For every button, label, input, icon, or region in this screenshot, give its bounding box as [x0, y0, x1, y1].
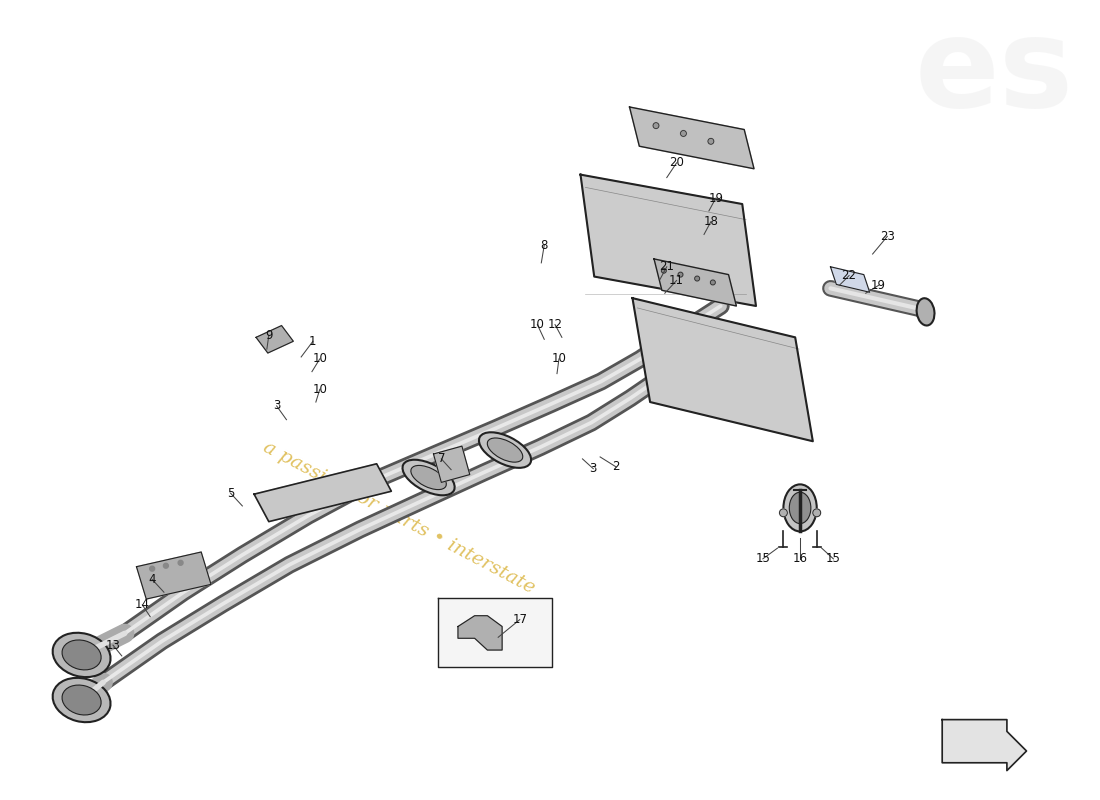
Polygon shape: [629, 107, 754, 169]
Text: 8: 8: [540, 238, 548, 252]
Polygon shape: [581, 174, 756, 306]
Ellipse shape: [487, 438, 522, 462]
Polygon shape: [830, 266, 870, 292]
Text: 22: 22: [842, 269, 857, 282]
Polygon shape: [254, 464, 392, 522]
Ellipse shape: [403, 460, 454, 495]
Text: es: es: [914, 12, 1074, 133]
Text: 2: 2: [612, 460, 619, 474]
Circle shape: [150, 566, 155, 571]
Text: 3: 3: [590, 462, 597, 475]
Text: 10: 10: [312, 382, 327, 396]
Circle shape: [711, 280, 715, 285]
Text: a passion for parts • interstate: a passion for parts • interstate: [261, 438, 538, 598]
Text: 4: 4: [148, 573, 156, 586]
Circle shape: [661, 268, 667, 273]
Text: 12: 12: [548, 318, 562, 331]
Circle shape: [681, 130, 686, 137]
Ellipse shape: [916, 298, 935, 326]
Text: 3: 3: [273, 399, 280, 413]
Text: 16: 16: [793, 552, 807, 566]
Polygon shape: [439, 598, 552, 666]
Circle shape: [653, 122, 659, 129]
Text: 18: 18: [703, 215, 718, 228]
Ellipse shape: [62, 640, 101, 670]
Text: 10: 10: [312, 353, 327, 366]
Text: 13: 13: [106, 638, 120, 652]
Text: 10: 10: [551, 353, 566, 366]
Circle shape: [780, 509, 788, 517]
Text: 17: 17: [513, 613, 527, 626]
Ellipse shape: [53, 633, 110, 677]
Text: 23: 23: [880, 230, 894, 243]
Text: 19: 19: [708, 192, 724, 205]
Ellipse shape: [478, 432, 531, 468]
Ellipse shape: [783, 484, 816, 531]
Polygon shape: [654, 259, 736, 306]
Text: 10: 10: [530, 318, 544, 331]
Text: 7: 7: [438, 452, 446, 466]
Circle shape: [178, 560, 183, 566]
Ellipse shape: [790, 492, 811, 523]
Text: 14: 14: [135, 598, 150, 611]
Circle shape: [708, 138, 714, 144]
Polygon shape: [458, 616, 502, 650]
Text: 15: 15: [826, 552, 840, 566]
Polygon shape: [256, 326, 294, 353]
Text: 21: 21: [659, 260, 674, 274]
Circle shape: [813, 509, 821, 517]
Circle shape: [164, 563, 168, 568]
Text: 20: 20: [669, 156, 684, 170]
Text: 11: 11: [669, 274, 684, 287]
Ellipse shape: [53, 678, 110, 722]
Polygon shape: [433, 446, 470, 482]
Text: 9: 9: [265, 329, 273, 342]
Ellipse shape: [62, 685, 101, 715]
Text: 5: 5: [227, 486, 234, 500]
Polygon shape: [943, 720, 1026, 770]
Circle shape: [695, 276, 700, 281]
Polygon shape: [632, 298, 813, 442]
Ellipse shape: [410, 466, 447, 490]
Text: 19: 19: [871, 279, 886, 292]
Text: 1: 1: [309, 334, 317, 348]
Text: 15: 15: [756, 552, 770, 566]
Circle shape: [678, 272, 683, 277]
Polygon shape: [136, 552, 211, 599]
